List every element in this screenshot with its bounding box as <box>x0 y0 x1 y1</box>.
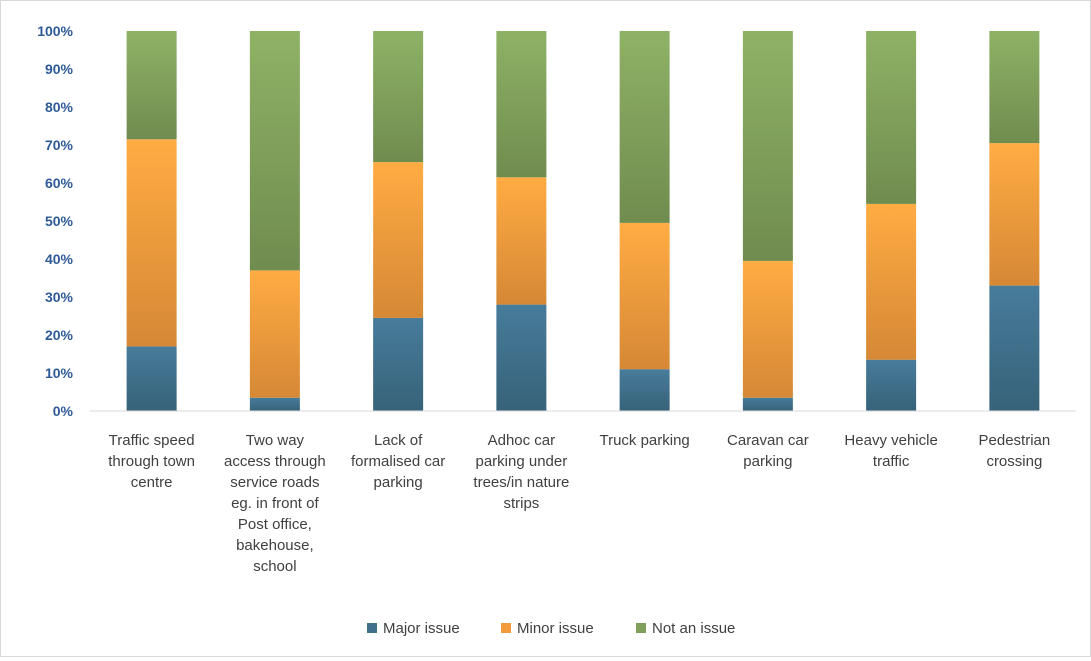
bar-stack <box>126 31 177 411</box>
bar-segment-not-an-issue <box>742 31 793 261</box>
y-tick-label: 0% <box>53 403 74 419</box>
bar-segment-major-issue <box>619 369 670 411</box>
x-category-label: Heavy vehicle traffic <box>844 432 937 470</box>
bar-segment-major-issue <box>126 346 177 411</box>
bar-segment-minor-issue <box>866 203 917 360</box>
bar-segment-major-issue <box>373 317 424 411</box>
bar-segment-minor-issue <box>496 177 547 305</box>
x-category-label: Caravan car parking <box>727 432 809 470</box>
bars <box>126 31 1040 411</box>
y-tick-label: 30% <box>45 289 74 305</box>
bar-segment-not-an-issue <box>249 31 300 271</box>
legend: Major issue Minor issue Not an issue <box>367 620 735 637</box>
x-category-label: Two way access through service roads eg. in… <box>224 432 326 575</box>
x-category-label: Lack of formalised car parking <box>351 432 445 491</box>
bar-segment-not-an-issue <box>496 31 547 178</box>
y-tick-label: 70% <box>45 137 74 153</box>
bar-segment-major-issue <box>496 304 547 411</box>
bar-stack <box>742 31 793 411</box>
y-axis: 0% 10% 20% 30% 40% 50% 60% 70% 80% 90% 100% <box>37 23 73 419</box>
legend-label: Minor issue <box>517 620 594 637</box>
bar-segment-minor-issue <box>373 162 424 318</box>
x-category-label: Traffic speed through town centre <box>108 432 195 491</box>
y-tick-label: 60% <box>45 175 74 191</box>
y-tick-label: 40% <box>45 251 74 267</box>
bar-stack <box>496 31 547 411</box>
x-category-label: Pedestrian crossing <box>979 432 1051 470</box>
legend-label: Not an issue <box>652 620 735 637</box>
y-tick-label: 90% <box>45 61 74 77</box>
legend-swatch <box>367 623 377 633</box>
bar-segment-major-issue <box>989 285 1040 411</box>
x-category-label: Truck parking <box>599 432 689 449</box>
bar-segment-not-an-issue <box>619 31 670 223</box>
bar-segment-not-an-issue <box>989 31 1040 144</box>
y-tick-label: 100% <box>37 23 73 39</box>
legend-item: Major issue <box>367 620 460 637</box>
legend-item: Minor issue <box>501 620 594 637</box>
bar-stack <box>619 31 670 411</box>
bar-segment-major-issue <box>742 397 793 411</box>
y-tick-label: 20% <box>45 327 74 343</box>
bar-segment-minor-issue <box>619 222 670 370</box>
legend-item: Not an issue <box>636 620 735 637</box>
bar-segment-minor-issue <box>126 139 177 347</box>
legend-swatch <box>501 623 511 633</box>
y-tick-label: 50% <box>45 213 74 229</box>
bar-segment-not-an-issue <box>126 31 177 140</box>
bar-segment-not-an-issue <box>866 31 917 204</box>
legend-swatch <box>636 623 646 633</box>
bar-stack <box>866 31 917 411</box>
bar-stack <box>989 31 1040 411</box>
bar-segment-minor-issue <box>989 143 1040 286</box>
legend-label: Major issue <box>383 620 460 637</box>
bar-segment-major-issue <box>249 397 300 411</box>
bar-stack <box>249 31 300 411</box>
bar-stack <box>373 31 424 411</box>
bar-segment-not-an-issue <box>373 31 424 163</box>
x-category-label: Adhoc car parking under trees/in nature str… <box>473 432 569 512</box>
bar-segment-major-issue <box>866 359 917 411</box>
y-tick-label: 10% <box>45 365 74 381</box>
bar-segment-minor-issue <box>742 260 793 398</box>
bar-segment-minor-issue <box>249 270 300 398</box>
x-axis-labels: Traffic speed through town centre Two way ac… <box>108 432 1050 575</box>
y-tick-label: 80% <box>45 99 74 115</box>
